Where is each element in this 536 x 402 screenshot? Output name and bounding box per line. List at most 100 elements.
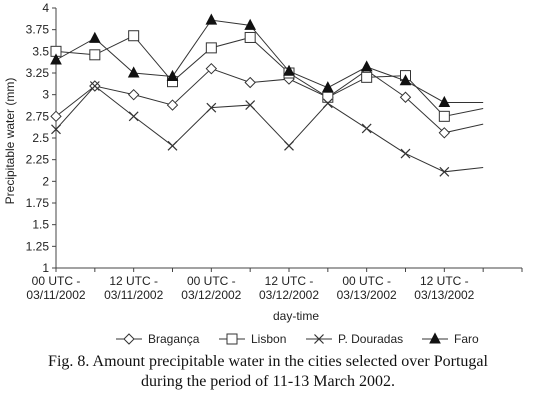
marker-square bbox=[128, 30, 140, 42]
x-tick-label-line1: 12 UTC - bbox=[420, 274, 469, 288]
marker-square bbox=[205, 42, 217, 54]
y-tick-label: 3.25 bbox=[26, 66, 50, 80]
marker-x-stroke bbox=[314, 334, 324, 344]
y-tick-label: 1 bbox=[42, 261, 49, 275]
marker-x-stroke bbox=[322, 98, 333, 109]
marker-diamond bbox=[438, 127, 451, 139]
x-tick-label-line2: 03/13/2002 bbox=[414, 288, 474, 302]
x-tick-label: 12 UTC -03/13/2002 bbox=[414, 274, 474, 302]
series-layer bbox=[50, 13, 484, 177]
marker-triangle bbox=[89, 31, 101, 43]
legend-item-p-douradas: P. Douradas bbox=[306, 332, 403, 346]
marker-x bbox=[322, 98, 333, 109]
marker-x bbox=[206, 102, 217, 113]
marker-diamond bbox=[399, 91, 412, 103]
series-line bbox=[55, 85, 484, 173]
series-p-douradas bbox=[51, 81, 484, 177]
figure-caption: Fig. 8. Amount precipitable water in the… bbox=[0, 352, 536, 392]
marker-square bbox=[361, 71, 373, 83]
marker-triangle bbox=[322, 81, 334, 93]
marker-triangle bbox=[127, 66, 140, 78]
marker-x-stroke bbox=[245, 100, 256, 110]
x-tick-label-line2: 03/13/2002 bbox=[337, 288, 397, 302]
legend-label: P. Douradas bbox=[338, 332, 403, 346]
marker-square bbox=[226, 333, 238, 345]
x-tick-label-line1: 00 UTC - bbox=[32, 274, 81, 288]
series-line bbox=[55, 68, 484, 134]
marker-x bbox=[51, 124, 61, 135]
marker-triangle bbox=[50, 53, 62, 65]
x-tick-label-line2: 03/12/2002 bbox=[181, 288, 241, 302]
marker-triangle bbox=[438, 95, 451, 107]
marker-triangle bbox=[205, 13, 218, 25]
y-tick-label: 2 bbox=[42, 174, 49, 188]
marker-x bbox=[314, 334, 324, 344]
legend-label: Lisbon bbox=[251, 332, 286, 346]
marker-x-stroke bbox=[51, 124, 61, 135]
caption-line-2: during the period of 11-13 March 2002. bbox=[140, 373, 395, 390]
x-tick-label-line1: 00 UTC - bbox=[187, 274, 236, 288]
series-bragan-a bbox=[50, 62, 484, 139]
marker-x bbox=[167, 140, 178, 151]
x-tick-label-line1: 12 UTC - bbox=[265, 274, 314, 288]
y-axis-title: Precipitable water (mm) bbox=[3, 78, 17, 205]
marker-x-stroke bbox=[400, 148, 411, 159]
marker-triangle bbox=[429, 332, 441, 344]
marker-square bbox=[322, 91, 334, 103]
marker-diamond bbox=[50, 110, 62, 123]
legend-item-bragan-a: Bragança bbox=[116, 332, 200, 346]
x-tick-label-line2: 03/11/2002 bbox=[26, 288, 85, 302]
marker-x-stroke bbox=[128, 111, 139, 122]
x-axis-title: day-time bbox=[273, 309, 319, 323]
marker-x bbox=[128, 111, 139, 122]
y-tick-label: 3 bbox=[42, 88, 49, 102]
series-faro bbox=[50, 13, 484, 107]
y-tick-label: 1.25 bbox=[26, 239, 50, 253]
marker-triangle bbox=[399, 74, 412, 86]
y-tick-label: 3.5 bbox=[32, 44, 49, 58]
legend: Bragança Lisbon P. Douradas Faro bbox=[116, 332, 479, 346]
marker-x-stroke bbox=[206, 102, 217, 113]
marker-diamond bbox=[166, 99, 179, 111]
y-tick-label: 3.75 bbox=[26, 23, 50, 37]
precipitable-water-chart: 1 1.25 1.5 1.75 2 2.25 2.5 2.75 3 3.25 3.5 3.75 4 00… bbox=[3, 1, 523, 346]
marker-square bbox=[438, 110, 450, 122]
marker-square bbox=[244, 31, 256, 43]
marker-diamond bbox=[205, 62, 218, 75]
x-tick-label: 00 UTC -03/11/2002 bbox=[26, 274, 85, 302]
marker-x-stroke bbox=[361, 123, 372, 134]
y-tick-label: 2.25 bbox=[26, 153, 50, 167]
marker-x-stroke bbox=[89, 81, 100, 91]
marker-diamond bbox=[127, 88, 140, 101]
y-tick-label: 4 bbox=[42, 1, 49, 15]
marker-diamond bbox=[244, 76, 256, 89]
x-tick-label-line1: 00 UTC - bbox=[342, 274, 391, 288]
marker-x bbox=[245, 100, 256, 110]
legend-item-lisbon: Lisbon bbox=[219, 332, 286, 346]
y-axis: 1 1.25 1.5 1.75 2 2.25 2.5 2.75 3 3.25 3.5 3.75 4 bbox=[26, 1, 57, 275]
marker-triangle bbox=[166, 69, 179, 81]
marker-x-stroke bbox=[284, 140, 294, 151]
marker-x-stroke bbox=[167, 140, 178, 151]
caption-line-1: Fig. 8. Amount precipitable water in the… bbox=[48, 353, 488, 370]
legend-label: Bragança bbox=[148, 332, 200, 346]
x-tick-label-line2: 03/12/2002 bbox=[259, 288, 319, 302]
series-line bbox=[55, 35, 484, 117]
marker-square bbox=[89, 49, 101, 61]
legend-label: Faro bbox=[454, 332, 479, 346]
marker-x bbox=[400, 148, 411, 159]
marker-x bbox=[361, 123, 372, 134]
x-tick-label: 12 UTC -03/12/2002 bbox=[259, 274, 319, 302]
marker-x bbox=[89, 81, 100, 91]
y-tick-label: 2.75 bbox=[26, 109, 50, 123]
x-tick-label: 00 UTC -03/12/2002 bbox=[181, 274, 241, 302]
y-tick-label: 1.5 bbox=[32, 218, 49, 232]
marker-triangle bbox=[360, 60, 373, 72]
marker-triangle bbox=[244, 18, 256, 30]
y-tick-label: 1.75 bbox=[26, 196, 50, 210]
x-tick-label-line2: 03/11/2002 bbox=[104, 288, 163, 302]
marker-diamond bbox=[123, 333, 135, 345]
marker-x bbox=[284, 140, 294, 151]
marker-x-stroke bbox=[439, 166, 450, 177]
